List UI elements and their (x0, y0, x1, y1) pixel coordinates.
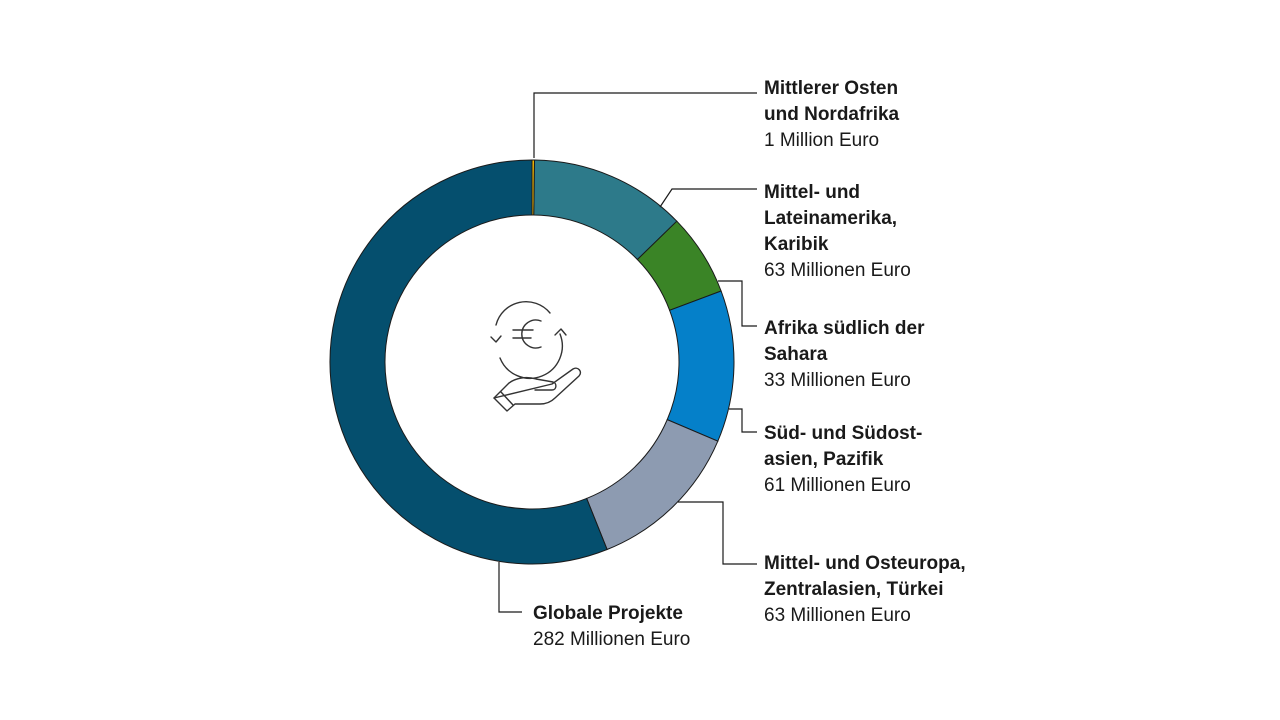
slice-label-name: Globale Projekte (533, 603, 683, 624)
slice-label-value: 33 Millionen Euro (764, 370, 911, 391)
leader-line-0 (533, 92, 757, 158)
slice-label-2: Afrika südlich der Sahara 33 Millionen Eu… (764, 316, 925, 394)
leader-line-3 (729, 408, 757, 433)
slice-label-value: 63 Millionen Euro (764, 260, 911, 281)
slice-label-name: Süd- und Südost- asien, Pazifik (764, 423, 923, 470)
slice-label-4: Mittel- und Osteuropa, Zentralasien, Tür… (764, 551, 966, 629)
slice-label-value: 1 Million Euro (764, 130, 880, 151)
leader-line-5 (498, 562, 522, 613)
slice-label-name: Mittel- und Osteuropa, Zentralasien, Tür… (764, 553, 966, 600)
leader-line-4 (678, 501, 757, 565)
donut-slices (329, 159, 735, 565)
slice-5 (329, 159, 608, 565)
leader-line-1 (659, 188, 757, 208)
slice-label-value: 63 Millionen Euro (764, 605, 911, 626)
slice-3 (666, 290, 735, 442)
slice-label-name: Mittel- und Lateinamerika, Karibik (764, 182, 898, 255)
slice-label-value: 282 Millionen Euro (533, 629, 691, 650)
slice-label-name: Mittlerer Osten und Nordafrika (764, 78, 900, 125)
slice-label-3: Süd- und Südost- asien, Pazifik 61 Millio… (764, 421, 922, 499)
euro-exchange-hand-icon (490, 300, 582, 412)
leader-line-2 (718, 280, 757, 327)
slice-label-1: Mittel- und Lateinamerika, Karibik 63 Mil… (764, 180, 911, 284)
slice-4 (586, 418, 719, 551)
slice-label-0: Mittlerer Osten und Nordafrika 1 Million … (764, 76, 899, 154)
slice-label-value: 61 Millionen Euro (764, 475, 911, 496)
leader-lines (498, 92, 757, 613)
slice-label-5: Globale Projekte 282 Millionen Euro (533, 601, 690, 653)
slice-label-name: Afrika südlich der Sahara (764, 318, 925, 365)
